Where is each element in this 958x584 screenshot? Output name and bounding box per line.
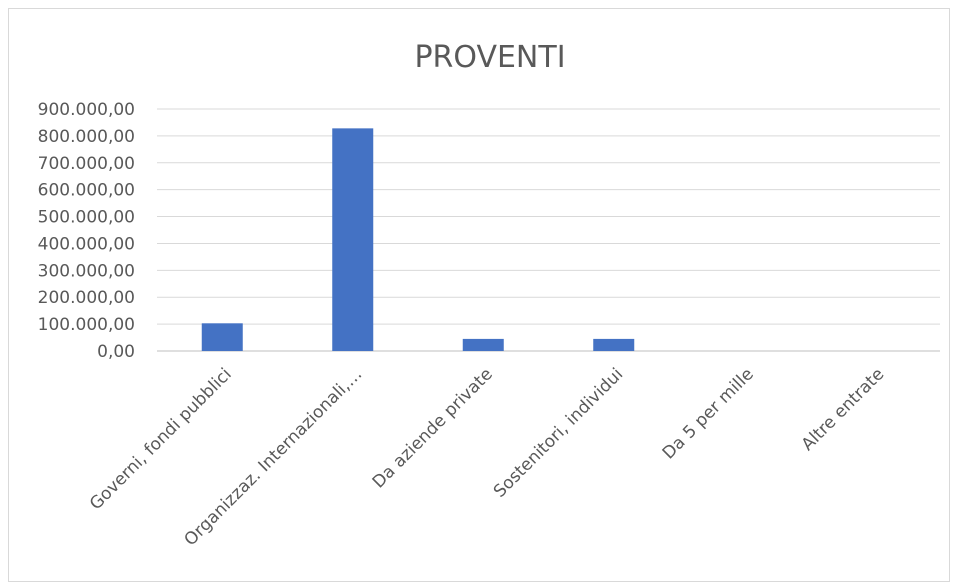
y-axis-ticks: 900.000,00 800.000,00 700.000,00 600.000,00… (38, 100, 135, 362)
x-tick-label: Da 5 per mille (659, 364, 758, 463)
chart-title: PROVENTI (414, 40, 565, 75)
y-tick-label: 0,00 (97, 342, 135, 362)
x-tick-label: Da aziende private (369, 364, 497, 492)
gridlines (157, 108, 940, 352)
x-tick-label: Altre entrate (798, 364, 888, 454)
x-tick-label: Sostenitori, individui (490, 364, 627, 501)
y-tick-label: 600.000,00 (38, 181, 135, 201)
y-tick-label: 200.000,00 (38, 288, 135, 308)
y-tick-label: 400.000,00 (38, 234, 135, 254)
y-tick-label: 500.000,00 (38, 208, 135, 228)
y-tick-label: 800.000,00 (38, 127, 135, 147)
y-tick-label: 900.000,00 (38, 100, 135, 120)
y-tick-label: 300.000,00 (38, 261, 135, 281)
y-tick-label: 100.000,00 (38, 315, 135, 335)
bar (332, 128, 374, 351)
x-tick-label: Governi, fondi pubblici (86, 364, 236, 514)
chart-area (8, 8, 950, 582)
bar (593, 338, 635, 351)
y-tick-label: 700.000,00 (38, 154, 135, 174)
bar (462, 338, 504, 351)
bar (201, 323, 243, 351)
bars (201, 128, 635, 351)
